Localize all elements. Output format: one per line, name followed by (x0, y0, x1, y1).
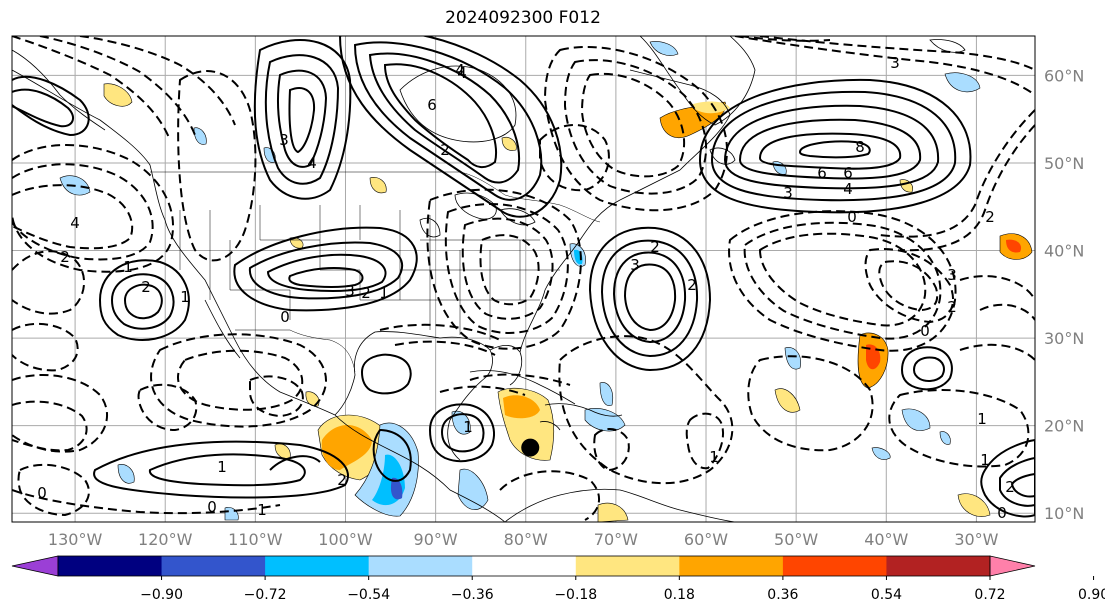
latitude-labels: 10°N 20°N 30°N 40°N 50°N 60°N (1044, 66, 1084, 523)
colorbar-tick-label: 0.54 (871, 587, 902, 603)
contour-label: 2 (687, 276, 697, 294)
longitude-label: 130°W (48, 530, 103, 549)
contour-label: 6 (817, 164, 827, 182)
contour-label: 2 (141, 278, 151, 296)
contour-label: 8 (855, 138, 865, 156)
contour-label: 1 (217, 458, 227, 476)
contour-label: 4 (455, 61, 465, 79)
contour-label: 0 (37, 484, 47, 502)
latitude-label: 30°N (1044, 329, 1084, 348)
longitude-label: 120°W (138, 530, 193, 549)
contour-label: 1 (980, 451, 990, 469)
colorbar-tick-label: −0.18 (554, 587, 597, 603)
map-frame (11, 35, 1036, 523)
longitude-label: 100°W (318, 530, 373, 549)
colorbar-tick-label: −0.54 (347, 587, 390, 603)
contour-label: 2 (337, 471, 347, 489)
colorbar: −0.90 −0.72 −0.54 −0.36 −0.18 0.18 0.36 0.54 0.7… (11, 555, 1105, 603)
positive-contours (12, 36, 1035, 518)
colorbar-over-triangle (989, 555, 1036, 577)
contour-label: 4 (843, 180, 853, 198)
colorbar-bin (58, 556, 163, 576)
location-marker (521, 438, 540, 457)
colorbar-bin (368, 556, 473, 576)
contour-label: 1 (379, 284, 389, 302)
contour-label: 6 (843, 164, 853, 182)
contour-label: 4 (457, 64, 467, 82)
colorbar-bin (782, 556, 887, 576)
colorbar-bin (679, 556, 784, 576)
contour-label: 1 (123, 258, 133, 276)
colorbar-frame (57, 555, 991, 577)
longitude-labels: 130°W 120°W 110°W 100°W 90°W 80°W 70°W 60°W 50°W… (48, 530, 999, 549)
colorbar-bin (575, 556, 680, 576)
colorbar-tick-label: 0.18 (664, 587, 695, 603)
contour-label: 3 (279, 131, 289, 149)
contour-label: 6 (427, 96, 437, 114)
latitude-label: 50°N (1044, 154, 1084, 173)
latitude-label: 40°N (1044, 242, 1084, 261)
colorbar-bin (472, 556, 577, 576)
colorbar-tick-label: 0.36 (767, 587, 798, 603)
colorbar-bin (161, 556, 266, 576)
borders (150, 171, 601, 373)
colorbar-tick-label: 0.72 (974, 587, 1005, 603)
contour-label: 0 (207, 498, 217, 516)
contour-label: 0 (997, 504, 1007, 522)
contour-label: 2 (947, 298, 957, 316)
contour-label: 1 (463, 418, 473, 436)
colorbar-tick-label: −0.36 (451, 587, 494, 603)
longitude-label: 110°W (228, 530, 283, 549)
longitude-label: 30°W (954, 530, 998, 549)
contour-label: 3 (947, 266, 957, 284)
colorbar-tick-label: −0.72 (244, 587, 287, 603)
longitude-label: 50°W (774, 530, 818, 549)
latitude-label: 20°N (1044, 417, 1084, 436)
contour-labels: 4 6 4 3 2 3 2 6 4 3 0 2 3 2 0 2 4 2 1 2 … (37, 54, 1015, 522)
longitude-label: 40°W (864, 530, 908, 549)
contour-label: 4 (70, 214, 80, 232)
colorbar-tick-label: −0.90 (140, 587, 183, 603)
contour-label: 2 (650, 238, 660, 256)
shaded-anomalies (59, 41, 1033, 522)
colorbar-under-triangle (11, 555, 59, 577)
contour-label: 3 (783, 184, 793, 202)
negative-contours (12, 36, 1035, 521)
contour-label: 2 (60, 248, 70, 266)
contour-label: 0 (847, 208, 857, 226)
contour-label: 3 (345, 282, 355, 300)
contour-label: 2 (985, 208, 995, 226)
colorbar-bin (886, 556, 991, 576)
contour-label: 4 (307, 154, 317, 172)
colorbar-bin (265, 556, 370, 576)
longitude-label: 90°W (414, 530, 458, 549)
contour-label: 0 (280, 308, 290, 326)
contour-label: 0 (920, 322, 930, 340)
contour-label: 1 (180, 288, 190, 306)
contour-label: 2 (440, 141, 450, 159)
longitude-label: 80°W (504, 530, 548, 549)
colorbar-tick-label: 0.90 (1078, 587, 1105, 603)
contour-label: 2 (1005, 478, 1015, 496)
contour-label: 2 (361, 284, 371, 302)
contour-label: 1 (709, 448, 719, 466)
contour-label: 1 (977, 410, 987, 428)
longitude-label: 60°W (684, 530, 728, 549)
contour-label: 3 (630, 256, 640, 274)
latitude-label: 60°N (1044, 66, 1084, 85)
latitude-label: 10°N (1044, 504, 1084, 523)
longitude-label: 70°W (594, 530, 638, 549)
contour-label: 3 (890, 54, 900, 72)
contour-label: 1 (257, 501, 267, 519)
map-title: 2024092300 F012 (445, 8, 601, 28)
